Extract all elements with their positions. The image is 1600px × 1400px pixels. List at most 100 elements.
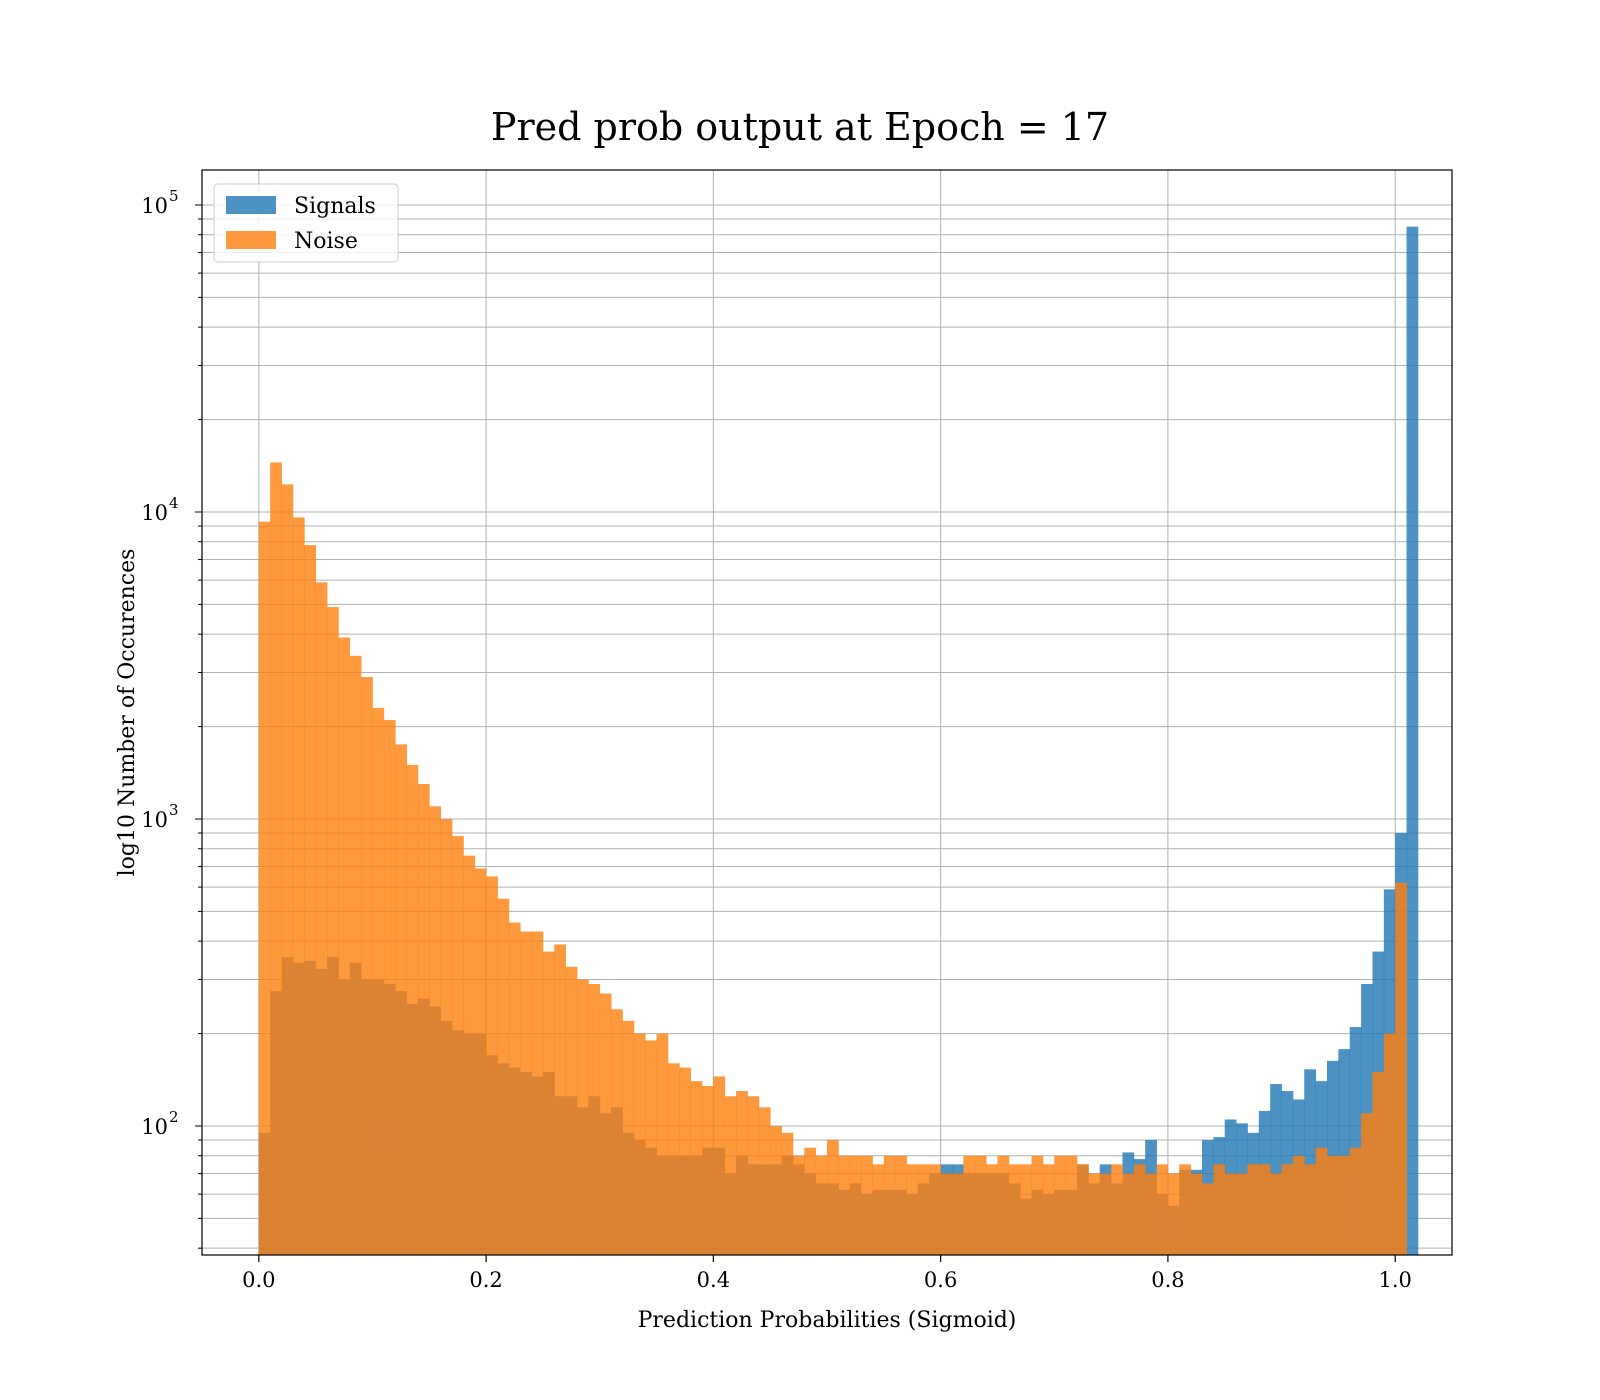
histogram-bar — [1122, 1173, 1135, 1255]
histogram-bar — [895, 1155, 907, 1255]
series-noise-bars — [258, 462, 1407, 1256]
histogram-bar — [1224, 1173, 1237, 1255]
histogram-bar — [1031, 1155, 1044, 1255]
histogram-bar — [1099, 1173, 1112, 1255]
histogram-bar — [883, 1155, 896, 1255]
histogram-bar — [1327, 1155, 1339, 1255]
legend-label: Noise — [294, 229, 358, 254]
x-axis-ticks: 0.0 0.2 0.4 0.6 0.8 1.0 — [242, 1255, 1412, 1292]
histogram-bar — [1338, 1049, 1351, 1255]
histogram-bar — [656, 1033, 669, 1255]
histogram-bar — [281, 484, 294, 1255]
histogram-bar — [304, 545, 317, 1255]
histogram-bar — [1156, 1164, 1169, 1255]
histogram-bar — [1008, 1164, 1021, 1255]
plot-frame — [201, 169, 1453, 1256]
histogram-bar — [429, 806, 442, 1255]
histogram-bar — [1179, 1164, 1192, 1255]
histogram-bar — [463, 855, 476, 1255]
histogram-bar — [1111, 1164, 1123, 1255]
histogram-bar — [1270, 1084, 1282, 1255]
y-tick-exponent: 5 — [169, 187, 179, 205]
histogram-bar — [406, 764, 419, 1255]
histogram-bar — [577, 979, 589, 1255]
histogram-bar — [861, 1155, 873, 1255]
histogram-bar — [736, 1091, 748, 1255]
legend-swatch — [226, 196, 276, 214]
histogram-bar — [622, 1020, 635, 1255]
histogram-bar — [849, 1155, 862, 1255]
histogram-bar — [1065, 1155, 1078, 1255]
histogram-bar — [713, 1076, 726, 1255]
histogram-bar — [372, 707, 385, 1255]
legend: Signals Noise — [213, 183, 399, 263]
histogram-bar — [452, 836, 464, 1255]
histogram-bars — [258, 226, 1419, 1256]
histogram-bar — [633, 1033, 646, 1255]
histogram-bar — [258, 521, 271, 1255]
histogram-bar — [1236, 1173, 1248, 1255]
histogram-bar — [270, 462, 282, 1256]
x-tick-label: 1.0 — [1378, 1268, 1411, 1292]
histogram-bar — [1338, 1155, 1351, 1255]
histogram-bar — [667, 1063, 680, 1255]
histogram-bar — [327, 607, 339, 1255]
histogram-bar — [395, 744, 407, 1255]
histogram-bar — [747, 1096, 760, 1255]
histogram-bar — [1213, 1164, 1226, 1255]
histogram-bar — [338, 637, 351, 1255]
histogram-bar — [827, 1140, 839, 1255]
histogram-bar — [1077, 1164, 1089, 1255]
histogram-bar — [1281, 1164, 1294, 1255]
x-tick-label: 0.2 — [469, 1268, 502, 1292]
histogram-bar — [917, 1164, 930, 1255]
histogram-bar — [486, 876, 498, 1255]
x-tick-label: 0.4 — [697, 1268, 730, 1292]
histogram-bar — [1190, 1173, 1203, 1255]
histogram-bar — [940, 1173, 953, 1255]
histogram-bar — [724, 1096, 737, 1255]
histogram-bar — [1304, 1069, 1317, 1255]
histogram-bar — [645, 1040, 657, 1255]
histogram-bar — [1088, 1173, 1101, 1255]
histogram-bar — [292, 517, 305, 1255]
x-axis-label: Prediction Probabilities (Sigmoid) — [638, 1308, 1017, 1333]
histogram-bar — [952, 1173, 964, 1255]
histogram-bar — [1202, 1183, 1214, 1255]
x-tick-label: 0.0 — [242, 1268, 275, 1292]
histogram-bar — [770, 1125, 782, 1255]
histogram-bar — [997, 1155, 1010, 1255]
histogram-bar — [815, 1155, 828, 1255]
y-tick-label: 10 — [141, 194, 168, 218]
histogram-bar — [383, 720, 396, 1255]
histogram-bar — [1258, 1164, 1271, 1255]
histogram-bar — [872, 1164, 885, 1255]
histogram-bar — [1395, 882, 1407, 1255]
histogram-bar — [315, 582, 328, 1255]
legend-label: Signals — [294, 194, 376, 219]
histogram-bar — [1247, 1164, 1260, 1255]
histogram-bar — [1292, 1155, 1305, 1255]
chart-title: Pred prob output at Epoch = 17 — [491, 105, 1109, 149]
histogram-bar — [792, 1155, 805, 1255]
histogram-bar — [1020, 1164, 1032, 1255]
histogram-bar — [1349, 1147, 1362, 1255]
histogram-bar — [1406, 226, 1419, 1256]
histogram-bar — [690, 1081, 703, 1255]
histogram-bar — [417, 784, 430, 1255]
histogram-bar — [1167, 1173, 1180, 1255]
x-tick-label: 0.6 — [924, 1268, 957, 1292]
histogram-bar — [679, 1067, 692, 1255]
histogram-bar — [1372, 1071, 1385, 1255]
histogram-bar — [599, 993, 612, 1255]
histogram-bar — [531, 931, 544, 1255]
histogram-bar — [508, 922, 521, 1255]
histogram-bar — [1133, 1164, 1146, 1255]
y-tick-exponent: 4 — [169, 494, 179, 512]
histogram-bar — [1145, 1173, 1157, 1255]
histogram-bar — [963, 1155, 976, 1255]
histogram-bar — [1383, 1033, 1396, 1255]
histogram-bar — [497, 898, 510, 1255]
